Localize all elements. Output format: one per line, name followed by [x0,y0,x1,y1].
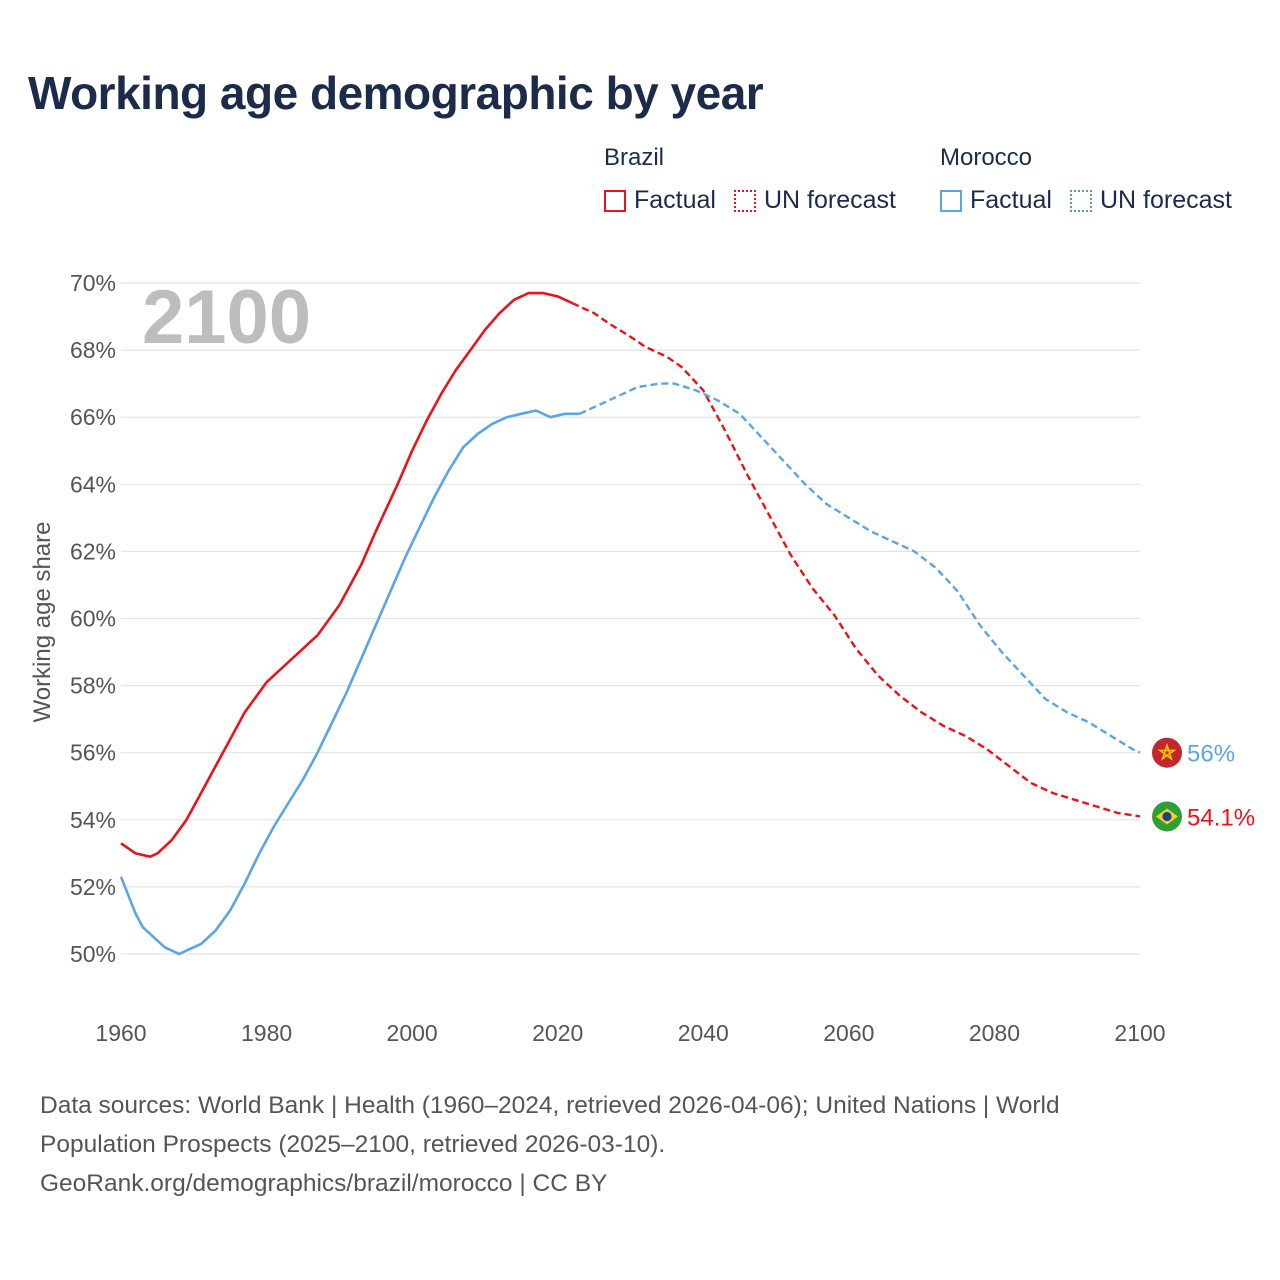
y-axis-title: Working age share [29,522,56,723]
y-tick-label-60: 60% [70,606,116,632]
y-tick-label-52: 52% [70,874,116,900]
x-tick-label-2020: 2020 [532,1020,583,1046]
x-tick-label-1980: 1980 [241,1020,292,1046]
chart-title: Working age demographic by year [28,67,764,119]
legend-swatch-brazil-forecast [733,189,756,212]
series-line-morocco-forecast[interactable] [579,382,1141,754]
line-chart: 50% 52% 54% 56% 58% 60% 62% 64% 66% 68% 70% 1960 198… [29,270,1255,1046]
x-tick-label-2100: 2100 [1114,1020,1165,1046]
y-tick-label-62: 62% [70,538,116,564]
footer-line-3[interactable]: GeoRank.org/demographics/brazil/morocco … [40,1170,608,1197]
legend-morocco-forecast[interactable]: UN forecast [1069,186,1232,215]
flag-brazil-globe [1162,811,1172,822]
end-label-morocco: 56% [1187,741,1235,768]
legend-morocco-factual-label: Factual [970,186,1052,214]
y-tick-label-50: 50% [70,941,116,967]
y-tick-label-68: 68% [70,337,116,363]
legend-morocco: Morocco Factual UN forecast [940,144,1232,215]
legend-morocco-factual[interactable]: Factual [940,186,1052,215]
legend-brazil-factual-label: Factual [634,186,716,214]
footer-line-2: Population Prospects (2025–2100, retriev… [40,1131,666,1158]
legend-swatch-brazil-factual [604,189,626,212]
x-tick-label-2040: 2040 [678,1020,729,1046]
series-line-brazil-forecast[interactable] [571,302,1141,818]
y-tick-label-70: 70% [70,270,116,296]
grid-layer [121,282,1140,955]
legend-brazil-factual[interactable]: Factual [604,186,716,215]
axis-layer: 50% 52% 54% 56% 58% 60% 62% 64% 66% 68% 70% 1960 198… [70,270,1166,1046]
x-tick-label-1960: 1960 [95,1020,146,1046]
y-tick-label-54: 54% [70,807,116,833]
end-label-brazil: 54.1% [1187,804,1255,831]
flag-morocco-star [1157,742,1177,761]
x-tick-label-2080: 2080 [969,1020,1020,1046]
flag-brazil-icon [1152,801,1182,832]
legend-brazil-forecast[interactable]: UN forecast [733,186,896,215]
legend-morocco-country: Morocco [940,144,1033,171]
legend-swatch-morocco-factual [940,189,962,212]
footer-line-1: Data sources: World Bank | Health (1960–… [40,1092,1060,1119]
y-tick-label-56: 56% [70,740,116,766]
x-tick-label-2060: 2060 [823,1020,874,1046]
y-tick-label-66: 66% [70,404,116,430]
x-tick-label-2000: 2000 [387,1020,438,1046]
legend-brazil-forecast-label: UN forecast [763,186,896,214]
legend-swatch-morocco-forecast [1069,189,1092,212]
flag-morocco-icon [1152,737,1182,768]
legend-brazil-country: Brazil [604,144,665,171]
data-sources-footer: Data sources: World Bank | Health (1960–… [40,1086,1240,1203]
series-layer [119,291,1141,956]
legend-brazil: Brazil Factual UN forecast [604,144,914,215]
series-line-morocco-factual[interactable] [119,409,580,956]
y-tick-label-58: 58% [70,673,116,699]
series-line-brazil-factual[interactable] [120,291,573,858]
flag-morocco-disc [1152,737,1182,768]
year-overlay: 2100 [142,275,311,360]
legend-morocco-forecast-label: UN forecast [1099,186,1232,214]
y-tick-label-64: 64% [70,471,116,497]
end-marker-layer: 54.1% 56% [1152,737,1255,832]
